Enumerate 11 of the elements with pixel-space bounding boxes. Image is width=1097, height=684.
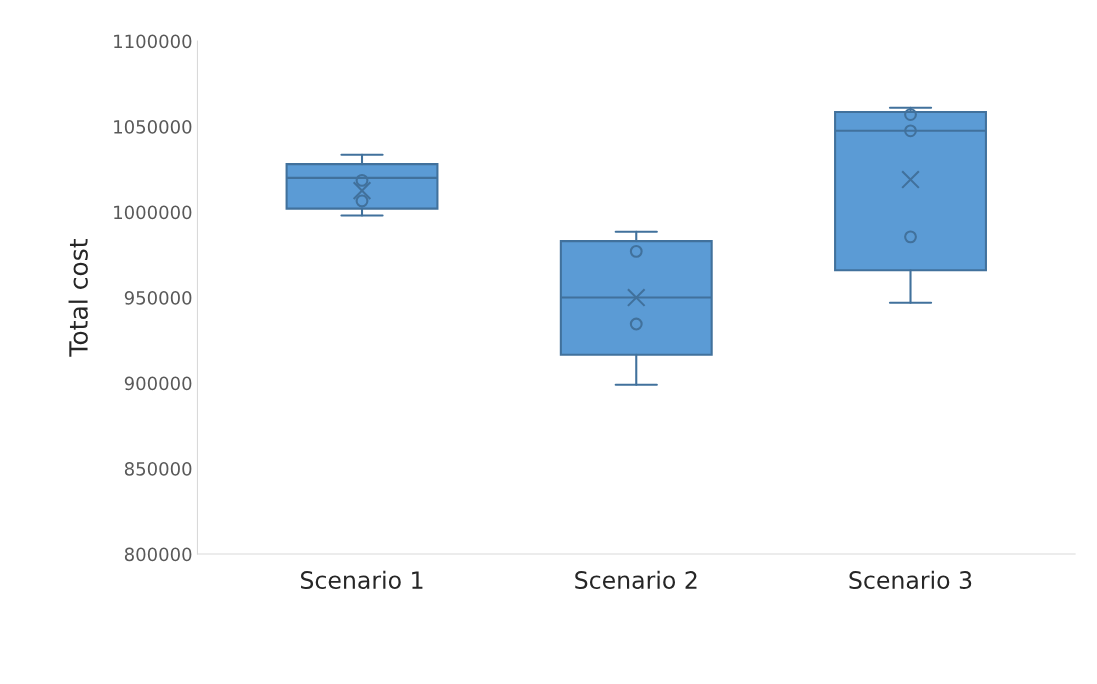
y-tick-label: 950000 (124, 291, 192, 305)
y-tick-label: 900000 (124, 376, 192, 391)
y-tick-label: 850000 (124, 462, 192, 476)
y-tick-label: 1100000 (114, 34, 192, 49)
x-tick-label: Scenario 3 (849, 570, 972, 589)
y-axis-title: Total cost (68, 239, 88, 357)
x-tick-label: Scenario 2 (575, 570, 697, 589)
y-tick-label: 1050000 (114, 120, 192, 134)
x-tick-label: Scenario 1 (300, 570, 423, 589)
y-tick-label: 800000 (124, 547, 192, 562)
y-tick-label: 1000000 (114, 205, 192, 220)
